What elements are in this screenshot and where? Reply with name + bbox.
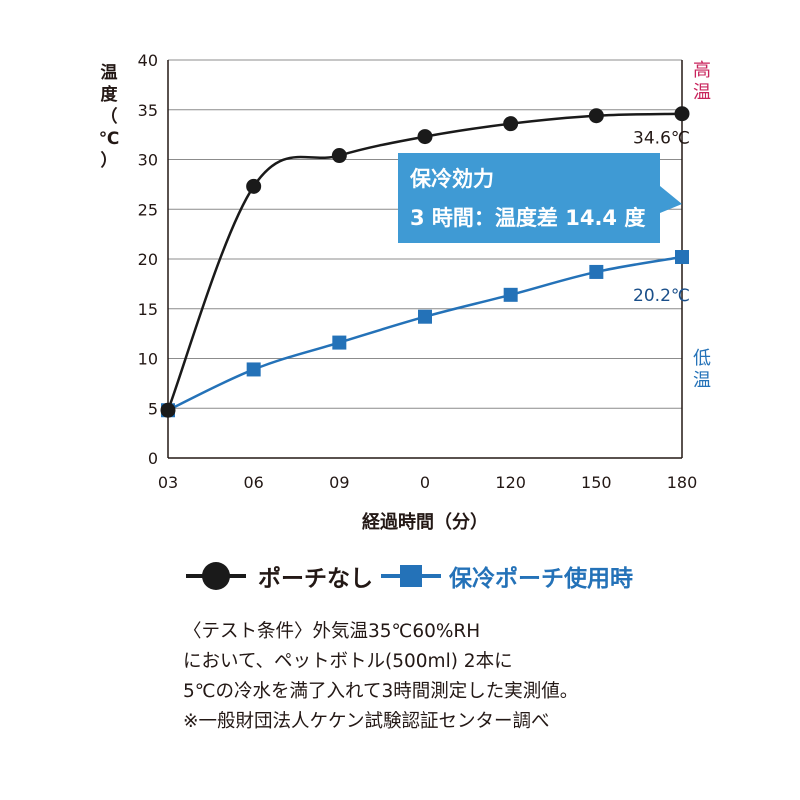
x-tick-label: 0 (420, 473, 430, 492)
x-axis-label: 経過時間（分） (362, 511, 488, 533)
data-point-circle (331, 148, 347, 164)
end-value-label-pouch: 20.2℃ (633, 286, 690, 306)
series-line-pouch (167, 255, 683, 412)
data-point-circle (417, 129, 433, 145)
x-tick-label: 180 (667, 473, 698, 492)
data-point-square (332, 335, 347, 350)
x-tick-label: 09 (329, 473, 349, 492)
note-line: 〈テスト条件〉外気温35℃60%RH (183, 621, 481, 642)
callout-box (398, 153, 682, 243)
callout-title: 保冷効力 (409, 167, 494, 191)
y-axis-label-char: ℃ (98, 129, 120, 149)
legend-item-no-pouch: ポーチなし (186, 559, 373, 593)
data-point-circle (246, 178, 262, 194)
data-point-circle (503, 116, 519, 132)
y-axis-label-char: ） (100, 151, 118, 171)
line-chart: 0 5 10 15 20 25 30 35 40 03 06 09 0 120 150 180 経過時間（分） 3… (138, 51, 711, 533)
data-point-square (589, 264, 604, 279)
data-point-circle (674, 106, 690, 122)
data-point-circle (160, 402, 176, 418)
note-line: ※一般財団法人ケケン試験認証センター調べ (183, 711, 550, 732)
x-tick-label: 03 (158, 473, 178, 492)
legend-marker-square (381, 561, 441, 591)
low-temp-label: 低 (693, 348, 711, 369)
x-tick-label: 120 (495, 473, 526, 492)
legend-label-no-pouch: ポーチなし (258, 566, 373, 592)
data-point-square (418, 309, 432, 324)
data-point-square (503, 287, 518, 302)
data-point-circle (588, 108, 604, 124)
y-tick-label: 30 (138, 151, 158, 170)
legend-marker-circle (186, 561, 246, 591)
note-line: において、ペットボトル(500ml) 2本に (183, 651, 513, 672)
end-value-label-no-pouch: 34.6℃ (633, 129, 690, 149)
y-axis-label-char: 温 (100, 63, 118, 83)
data-point-square (675, 250, 689, 265)
y-tick-label: 10 (138, 350, 158, 369)
x-tick-label: 06 (243, 473, 263, 492)
y-tick-label: 5 (148, 399, 158, 418)
y-axis-label: 温 度 （ ℃ ） (96, 62, 122, 172)
y-tick-label: 40 (138, 51, 158, 70)
note-line: 5℃の冷水を満了入れて3時間測定した実測値。 (183, 681, 579, 702)
y-tick-label: 0 (148, 449, 158, 468)
test-conditions-note: 〈テスト条件〉外気温35℃60%RH において、ペットボトル(500ml) 2本… (183, 617, 578, 737)
x-tick-label: 150 (581, 473, 612, 492)
y-tick-label: 25 (138, 200, 158, 219)
y-tick-label: 15 (138, 300, 158, 319)
y-tick-label: 20 (138, 250, 158, 269)
legend-label-pouch: 保冷ポーチ使用時 (449, 566, 633, 592)
y-tick-label: 35 (138, 101, 158, 120)
y-axis-label-char: （ (100, 107, 118, 127)
y-axis-label-char: 度 (100, 85, 118, 105)
high-temp-label: 高 (693, 60, 711, 81)
callout-body: 3 時間：温度差 14.4 度 (410, 206, 645, 230)
high-temp-label: 温 (693, 82, 711, 103)
chart-legend: ポーチなし 保冷ポーチ使用時 (186, 560, 633, 592)
data-point-square (246, 362, 261, 377)
low-temp-label: 温 (693, 370, 711, 391)
legend-item-pouch: 保冷ポーチ使用時 (381, 559, 633, 593)
